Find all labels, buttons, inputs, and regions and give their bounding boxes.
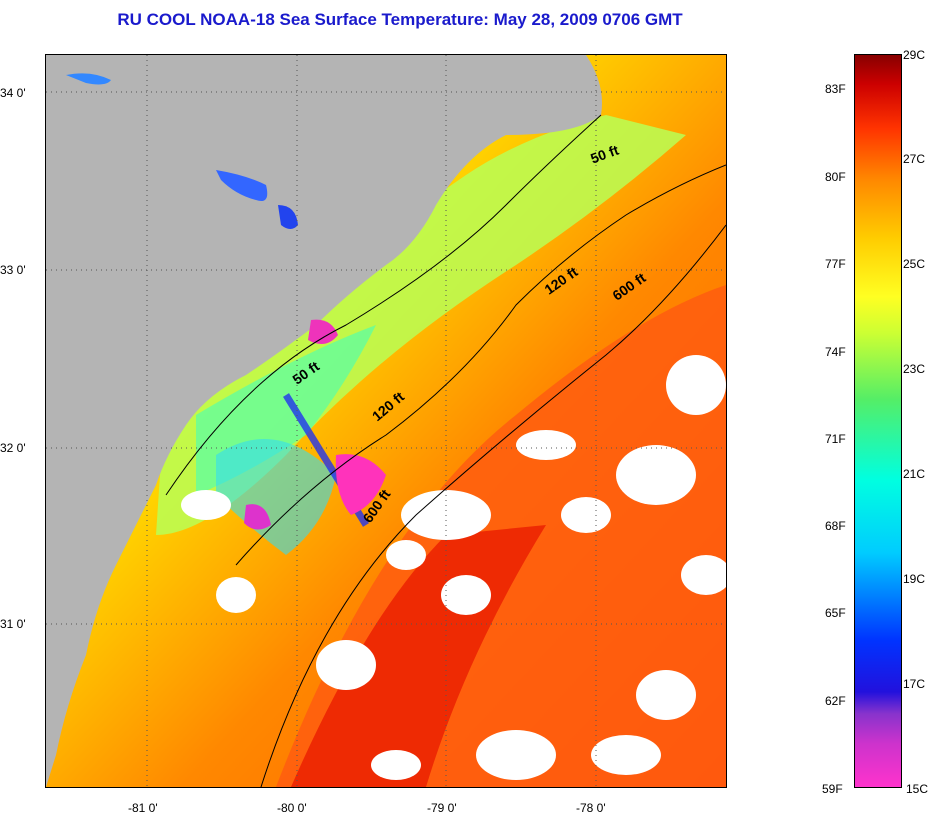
colorbar-c-15: 15C (906, 782, 929, 796)
upwelling-patch-1 (335, 454, 386, 515)
lat-label-34: 34 0' (0, 86, 26, 100)
inland-water-1 (216, 170, 268, 201)
lon-label-80: -80 0' (277, 801, 307, 815)
colorbar-f-62: 62F (825, 694, 846, 708)
colorbar-c-21: 21C (903, 467, 926, 481)
cloud-cover (181, 355, 726, 780)
colorbar-c-29: 29C (903, 48, 926, 62)
sst-map-canvas (46, 55, 726, 787)
colorbar-c-23: 23C (903, 362, 926, 376)
colorbar (854, 54, 902, 788)
colorbar-f-59: 59F (822, 782, 843, 796)
colorbar-f-80: 80F (825, 170, 846, 184)
inland-water-3 (66, 73, 111, 85)
colorbar-f-74: 74F (825, 345, 846, 359)
isobath-50ft (165, 114, 602, 496)
lat-label-33: 33 0' (0, 263, 26, 277)
map-title: RU COOL NOAA-18 Sea Surface Temperature:… (117, 10, 683, 29)
lat-label-32: 32 0' (0, 441, 26, 455)
lon-label-78: -78 0' (576, 801, 606, 815)
cool-patch-2 (216, 439, 336, 555)
isobath-600ft (260, 224, 726, 787)
colorbar-c-25: 25C (903, 257, 926, 271)
isobath-120ft (235, 164, 726, 566)
lat-label-31: 31 0' (0, 617, 26, 631)
colorbar-f-83: 83F (825, 82, 846, 96)
sst-map: 50 ft 120 ft 600 ft 50 ft 120 ft 600 ft (45, 54, 727, 788)
colorbar-c-17: 17C (903, 677, 926, 691)
isobath-contours (165, 114, 726, 787)
colorbar-f-65: 65F (825, 606, 846, 620)
coastline-land (46, 55, 602, 787)
colorbar-f-71: 71F (825, 432, 846, 446)
inland-water-2 (278, 205, 298, 229)
lon-label-81: -81 0' (128, 801, 158, 815)
upwelling-patch-2 (308, 319, 338, 344)
colorbar-c-19: 19C (903, 572, 926, 586)
colorbar-f-77: 77F (825, 257, 846, 271)
colorbar-f-68: 68F (825, 519, 846, 533)
upwelling-patch-3 (244, 504, 271, 530)
colorbar-c-27: 27C (903, 152, 926, 166)
lon-label-79: -79 0' (427, 801, 457, 815)
lat-lon-grid (46, 55, 726, 787)
